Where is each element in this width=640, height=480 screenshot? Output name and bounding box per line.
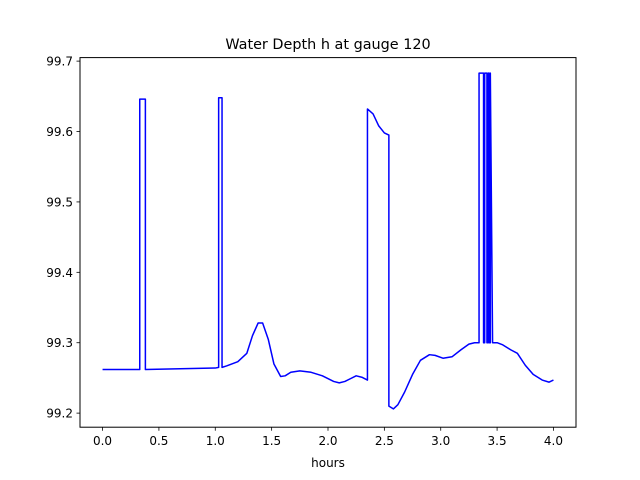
x-tick-label: 1.5 [262, 434, 281, 448]
y-tick-label: 99.5 [46, 195, 73, 209]
y-tick-label: 99.4 [46, 266, 73, 280]
series-layer [102, 72, 554, 410]
x-axis-label: hours [311, 456, 345, 470]
x-tick-label: 0.5 [149, 434, 168, 448]
x-tick-label: 3.0 [431, 434, 450, 448]
y-tick-label: 99.3 [46, 336, 73, 350]
series-line-0 [102, 72, 554, 410]
x-tick-label: 2.0 [318, 434, 337, 448]
plot-area-frame [79, 57, 577, 428]
y-tick-label: 99.7 [46, 55, 73, 69]
x-tick-label: 3.5 [488, 434, 507, 448]
x-tick-label: 2.5 [375, 434, 394, 448]
y-tick-label: 99.6 [46, 125, 73, 139]
y-tick-label: 99.2 [46, 407, 73, 421]
chart-title: Water Depth h at gauge 120 [225, 37, 430, 53]
x-axis-ticks: 0.0 0.5 1.0 1.5 2.0 2.5 3.0 3.5 4.0 [93, 427, 563, 448]
x-tick-label: 4.0 [544, 434, 563, 448]
x-tick-label: 0.0 [93, 434, 112, 448]
y-axis-ticks: 99.2 99.3 99.4 99.5 99.6 99.7 [46, 55, 80, 421]
x-tick-label: 1.0 [206, 434, 225, 448]
